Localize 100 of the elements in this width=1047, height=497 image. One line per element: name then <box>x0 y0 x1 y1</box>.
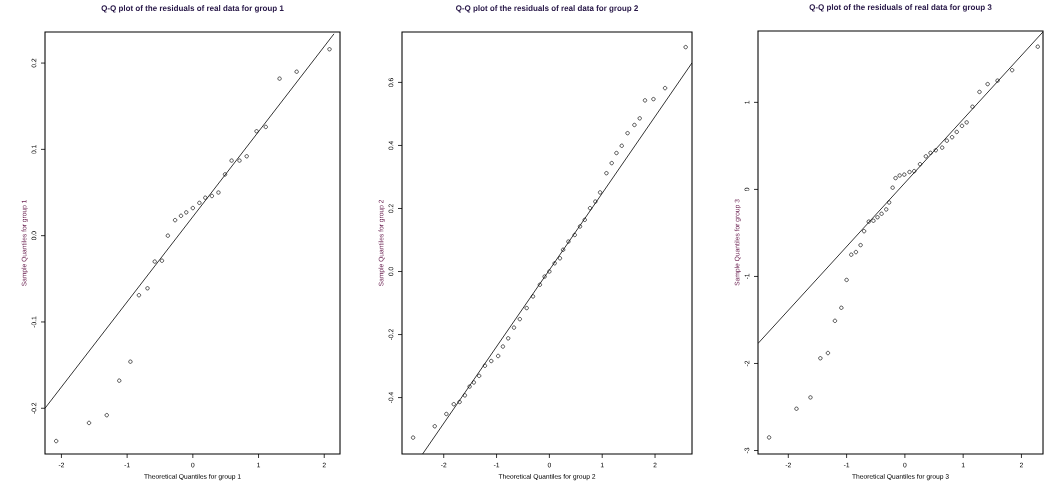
point <box>902 172 907 177</box>
point <box>893 176 898 181</box>
point <box>849 252 854 257</box>
point <box>1010 68 1015 73</box>
point <box>651 97 656 102</box>
point <box>964 120 969 125</box>
point <box>587 206 593 211</box>
point <box>277 76 282 81</box>
point <box>959 123 965 128</box>
point <box>482 363 488 368</box>
point <box>557 256 563 261</box>
point <box>839 305 844 310</box>
point <box>184 210 189 215</box>
point <box>216 190 221 195</box>
point <box>237 158 242 163</box>
point <box>890 185 895 190</box>
point <box>933 148 938 153</box>
point <box>128 359 133 364</box>
point <box>582 217 587 222</box>
point <box>572 232 577 238</box>
point <box>244 154 249 159</box>
point <box>145 286 150 291</box>
point <box>327 47 332 52</box>
chart-title: Q-Q plot of the residuals of real data for group 2 <box>456 5 639 13</box>
point <box>54 438 59 444</box>
point <box>944 138 949 143</box>
point <box>500 344 505 349</box>
point <box>912 169 917 174</box>
point <box>970 104 975 109</box>
point <box>950 135 955 140</box>
point <box>462 393 467 398</box>
point <box>159 258 165 263</box>
point <box>457 399 462 405</box>
point <box>524 306 529 311</box>
point <box>637 116 642 121</box>
point <box>173 218 178 223</box>
point <box>808 395 813 400</box>
point <box>190 205 195 211</box>
point <box>1035 44 1040 49</box>
point <box>117 378 122 383</box>
point <box>197 200 202 205</box>
point <box>884 207 889 212</box>
point <box>794 406 799 411</box>
point <box>489 358 494 364</box>
point <box>496 353 501 359</box>
point <box>598 190 603 195</box>
point <box>263 124 268 129</box>
point <box>467 384 472 389</box>
point <box>866 219 871 224</box>
point <box>165 233 170 238</box>
point <box>537 282 542 287</box>
point <box>897 173 902 178</box>
point <box>954 129 959 135</box>
point <box>604 171 609 176</box>
point <box>566 239 571 244</box>
point <box>222 172 228 177</box>
point <box>254 129 259 134</box>
point <box>858 243 863 248</box>
point <box>593 199 598 204</box>
point <box>625 131 630 136</box>
point <box>547 269 552 274</box>
point <box>683 45 688 50</box>
point <box>444 411 449 417</box>
point <box>530 294 536 299</box>
point <box>940 145 945 150</box>
point <box>542 274 547 279</box>
point <box>928 150 933 155</box>
point <box>104 413 109 418</box>
point <box>995 78 1000 83</box>
point <box>517 317 522 322</box>
point <box>818 356 823 361</box>
point <box>632 122 637 128</box>
point <box>844 277 849 282</box>
point <box>411 435 416 440</box>
point <box>907 169 912 175</box>
point <box>977 89 982 94</box>
point <box>642 98 648 103</box>
point <box>853 250 858 255</box>
point <box>136 293 142 298</box>
point <box>511 325 517 330</box>
point <box>871 218 876 223</box>
point <box>506 336 511 341</box>
point <box>229 158 234 163</box>
point <box>294 69 299 74</box>
point <box>451 402 456 407</box>
point <box>917 162 923 167</box>
point <box>561 247 566 252</box>
point <box>662 86 668 91</box>
point <box>832 318 838 323</box>
point <box>879 211 884 216</box>
point <box>614 150 619 156</box>
point <box>619 143 624 148</box>
point <box>86 420 92 426</box>
point <box>152 259 157 264</box>
point <box>577 224 583 229</box>
point <box>887 200 892 205</box>
point <box>862 229 867 234</box>
chart-title: Q-Q plot of the residuals of real data for group 1 <box>101 5 284 13</box>
point <box>923 154 928 159</box>
point <box>609 161 614 166</box>
